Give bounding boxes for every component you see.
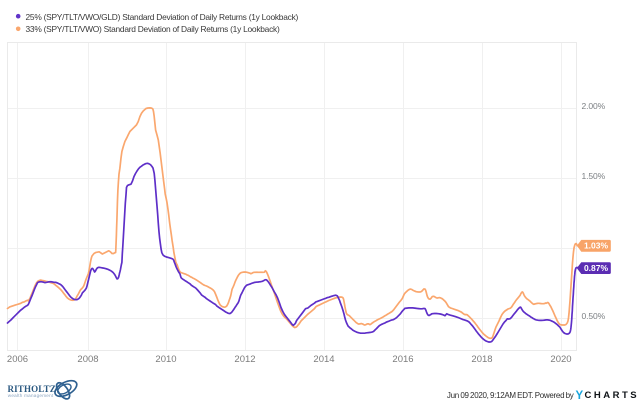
svg-text:0.87%: 0.87% bbox=[584, 263, 609, 273]
svg-text:1.03%: 1.03% bbox=[584, 241, 609, 251]
